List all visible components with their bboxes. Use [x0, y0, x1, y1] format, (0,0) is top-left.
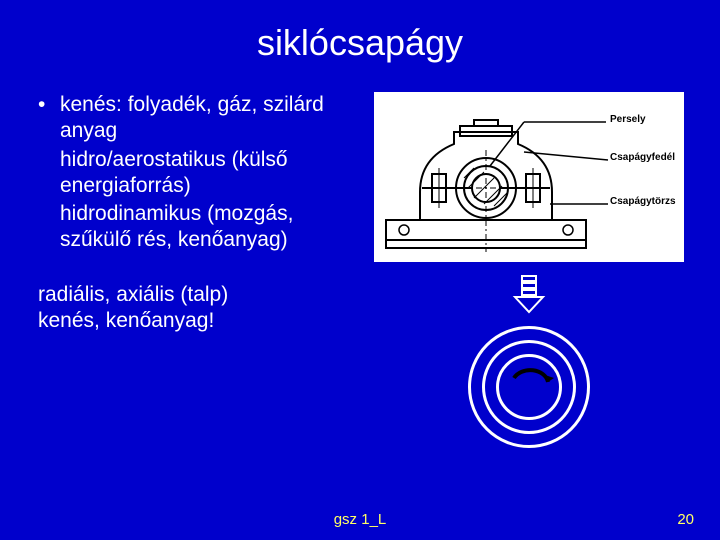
- text-column: • kenés: folyadék, gáz, szilárd anyag hi…: [38, 92, 368, 452]
- rotation-arrow-icon: [464, 322, 594, 452]
- bullet-2: hidro/aerostatikus (külső energiaforrás): [38, 147, 368, 200]
- pillow-block-diagram: Persely Csapágyfedél Csapágytörzs: [374, 92, 684, 262]
- slide-title: siklócsapágy: [0, 0, 720, 74]
- arrow-down-icon: [511, 274, 547, 314]
- slide-number: 20: [677, 511, 694, 528]
- footer-code: gsz 1_L: [0, 511, 720, 528]
- figure-column: Persely Csapágyfedél Csapágytörzs: [368, 92, 690, 452]
- line-kenes: kenés, kenőanyag!: [38, 308, 368, 334]
- concentric-rings-diagram: [464, 322, 594, 452]
- label-persely: Persely: [610, 114, 646, 125]
- bullet-dot-icon: •: [38, 92, 60, 145]
- label-csapagytorzs: Csapágytörzs: [610, 196, 676, 207]
- bullet-1: • kenés: folyadék, gáz, szilárd anyag: [38, 92, 368, 145]
- label-csapagyfedel: Csapágyfedél: [610, 152, 675, 163]
- text-block-2: radiális, axiális (talp) kenés, kenőanya…: [38, 282, 368, 335]
- content-area: • kenés: folyadék, gáz, szilárd anyag hi…: [0, 74, 720, 452]
- bullet-1-text: kenés: folyadék, gáz, szilárd anyag: [60, 92, 368, 145]
- line-radialis: radiális, axiális (talp): [38, 282, 368, 308]
- bullet-3: hidrodinamikus (mozgás, szűkülő rés, ken…: [38, 201, 368, 254]
